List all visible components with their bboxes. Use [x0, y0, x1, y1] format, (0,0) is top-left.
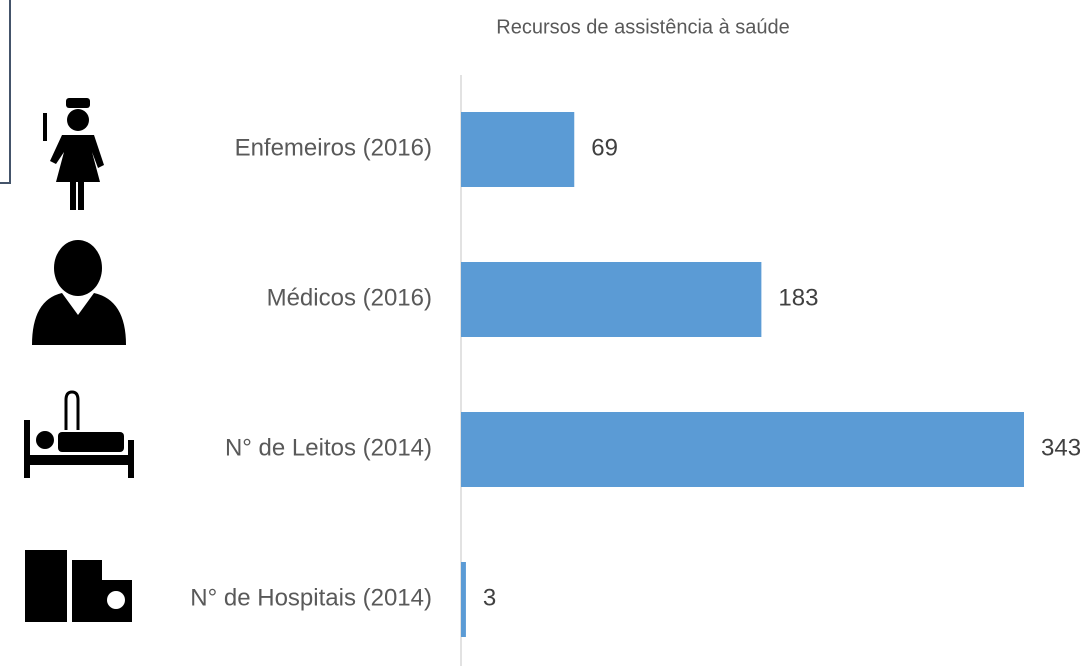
bar	[461, 412, 1024, 487]
category-label: Enfemeiros (2016)	[235, 134, 432, 161]
hospital-icon	[25, 550, 132, 622]
value-label: 3	[483, 584, 496, 611]
value-label: 69	[591, 134, 618, 161]
bar	[461, 262, 762, 337]
bar	[461, 112, 575, 187]
frame-edge	[0, 0, 11, 184]
category-label: N° de Leitos (2014)	[225, 434, 432, 461]
chart-title: Recursos de assistência à saúde	[496, 16, 790, 38]
value-label: 183	[778, 284, 818, 311]
nurse-icon	[43, 98, 104, 210]
category-label: N° de Hospitais (2014)	[190, 584, 432, 611]
category-label: Médicos (2016)	[267, 284, 432, 311]
bed-icon	[24, 390, 134, 478]
doctor-icon	[32, 240, 126, 345]
bar	[461, 562, 466, 637]
value-label: 343	[1041, 434, 1081, 461]
